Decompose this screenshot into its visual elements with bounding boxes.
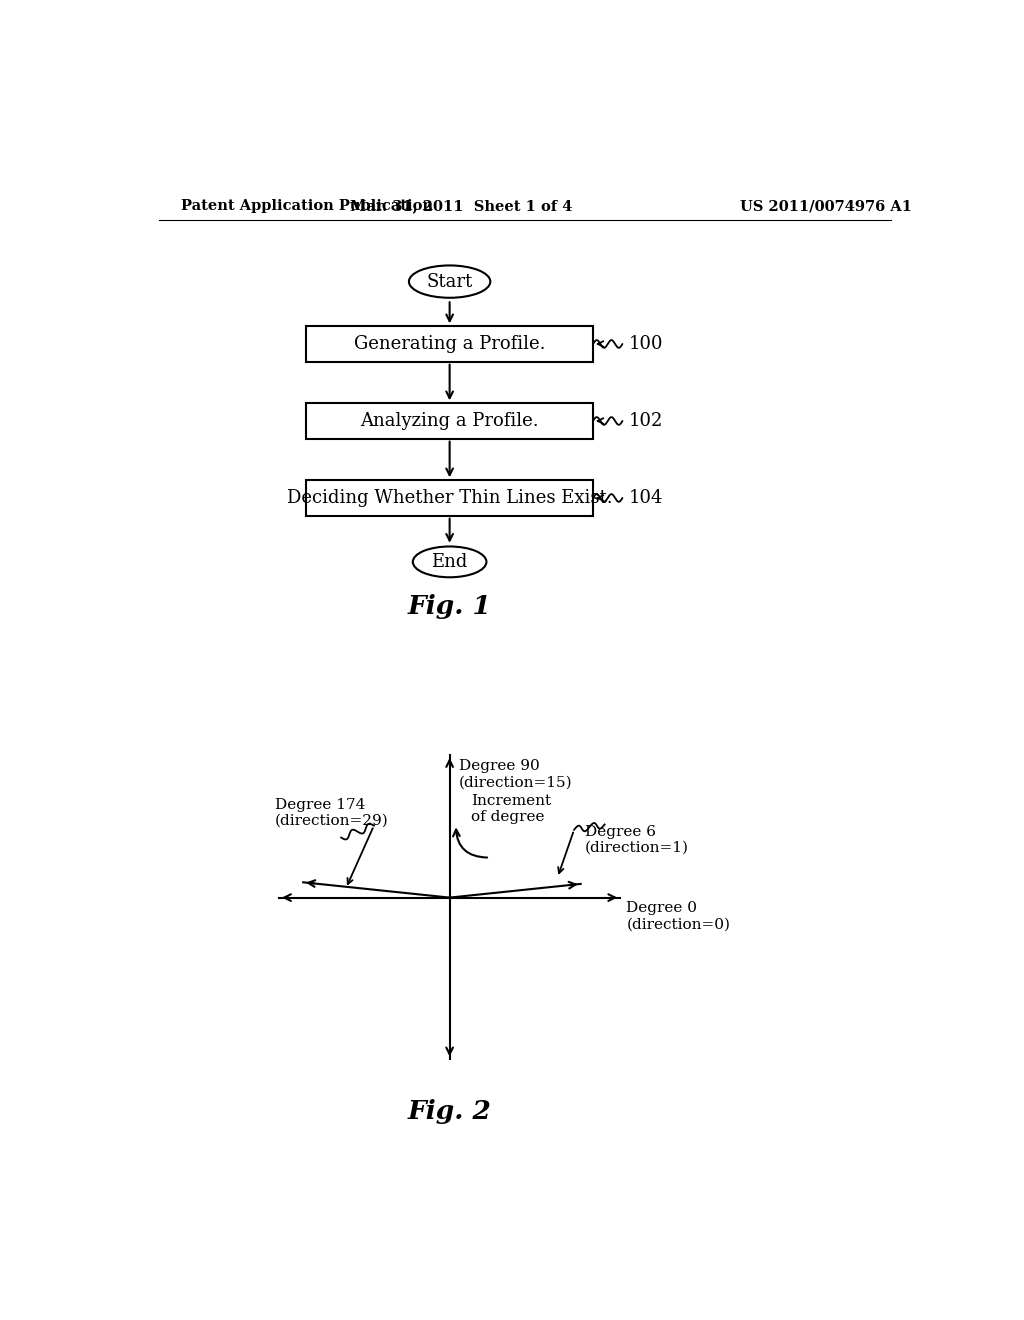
Text: Degree 90
(direction=15): Degree 90 (direction=15) xyxy=(459,759,572,789)
Text: Increment
of degree: Increment of degree xyxy=(471,793,552,824)
Text: Start: Start xyxy=(427,273,473,290)
Text: Analyzing a Profile.: Analyzing a Profile. xyxy=(360,412,539,430)
Text: Fig. 1: Fig. 1 xyxy=(408,594,492,619)
Text: Generating a Profile.: Generating a Profile. xyxy=(354,335,546,352)
Bar xyxy=(306,480,593,516)
Text: 100: 100 xyxy=(629,335,664,352)
Text: Degree 174
(direction=29): Degree 174 (direction=29) xyxy=(275,797,389,828)
Text: 104: 104 xyxy=(629,488,663,507)
Text: Patent Application Publication: Patent Application Publication xyxy=(180,199,433,213)
Text: 102: 102 xyxy=(629,412,663,430)
Text: Mar. 31, 2011  Sheet 1 of 4: Mar. 31, 2011 Sheet 1 of 4 xyxy=(350,199,572,213)
Bar xyxy=(306,326,593,362)
Text: Degree 6
(direction=1): Degree 6 (direction=1) xyxy=(586,825,689,855)
Text: US 2011/0074976 A1: US 2011/0074976 A1 xyxy=(739,199,911,213)
Bar xyxy=(306,404,593,438)
Text: Degree 0
(direction=0): Degree 0 (direction=0) xyxy=(627,902,730,932)
Text: Deciding Whether Thin Lines Exist.: Deciding Whether Thin Lines Exist. xyxy=(287,488,612,507)
Text: Fig. 2: Fig. 2 xyxy=(408,1100,492,1125)
Text: End: End xyxy=(431,553,468,570)
